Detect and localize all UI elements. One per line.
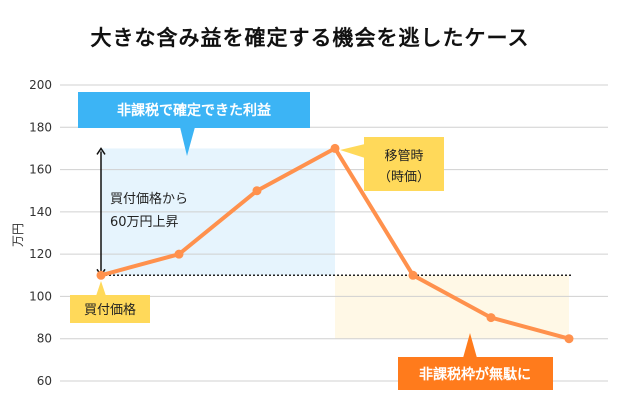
data-point	[330, 143, 340, 153]
arrow-head-up-icon	[96, 147, 106, 155]
purchase-callout-text: 買付価格	[84, 302, 136, 318]
y-tick-label: 180	[29, 120, 52, 134]
wasted-callout-text: 非課税枠が無駄に	[419, 366, 531, 383]
rise-note: 60万円上昇	[110, 215, 179, 230]
data-point	[252, 186, 262, 196]
y-tick-label: 140	[29, 205, 52, 219]
wasted-callout	[398, 357, 553, 390]
profit-callout	[78, 92, 310, 128]
data-point	[408, 270, 418, 280]
y-tick-label: 200	[29, 78, 52, 92]
data-point	[174, 249, 184, 259]
purchase-callout-pointer	[96, 281, 106, 296]
rise-note: 買付価格から	[110, 191, 188, 207]
transfer-callout-pointer	[340, 144, 365, 158]
profit-callout-text: 非課税で確定できた利益	[117, 102, 271, 119]
chart-title: 大きな含み益を確定する機会を逃したケース	[90, 26, 530, 50]
y-tick-label: 100	[29, 289, 52, 303]
y-tick-label: 80	[37, 332, 52, 346]
transfer-callout-text: 移管時	[384, 149, 423, 164]
profit-callout-pointer	[180, 127, 195, 156]
y-tick-label: 120	[29, 247, 52, 261]
wasted-callout-pointer	[463, 333, 477, 358]
transfer-callout-text: （時価）	[378, 170, 430, 185]
y-tick-label: 160	[29, 163, 52, 177]
data-point	[564, 334, 574, 344]
transfer-callout	[364, 137, 444, 191]
data-point	[486, 313, 496, 323]
purchase-callout	[70, 295, 150, 323]
data-point	[96, 270, 106, 280]
y-axis-label: 万円	[11, 223, 25, 247]
y-tick-label: 60	[37, 374, 52, 388]
